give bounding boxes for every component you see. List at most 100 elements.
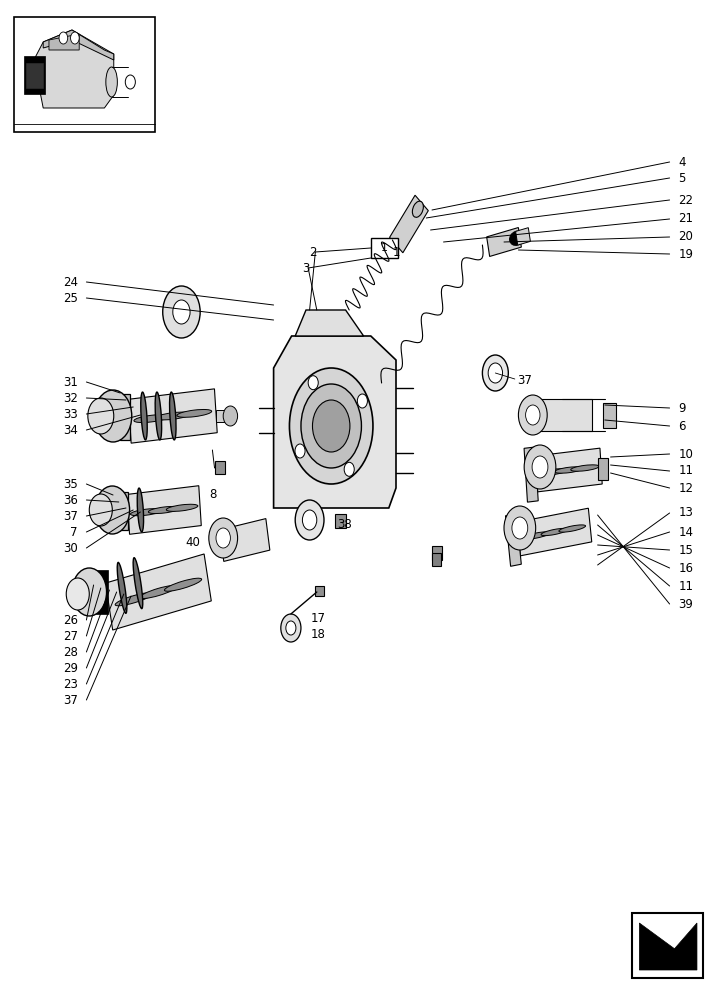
- Circle shape: [295, 500, 324, 540]
- Text: 37: 37: [63, 694, 78, 706]
- Text: 7: 7: [71, 526, 78, 538]
- Bar: [603, 403, 616, 428]
- Bar: [335, 514, 346, 528]
- Bar: [632, 913, 703, 978]
- Text: 30: 30: [63, 542, 78, 554]
- Ellipse shape: [115, 593, 153, 606]
- Circle shape: [301, 384, 361, 468]
- Text: 8: 8: [209, 488, 216, 502]
- Polygon shape: [505, 514, 521, 566]
- Circle shape: [289, 368, 373, 484]
- Text: 34: 34: [63, 424, 78, 436]
- Circle shape: [216, 528, 230, 548]
- Text: 37: 37: [63, 510, 78, 522]
- Circle shape: [281, 614, 301, 642]
- Bar: [432, 553, 441, 566]
- Ellipse shape: [140, 392, 148, 440]
- Ellipse shape: [166, 504, 198, 511]
- Text: 19: 19: [678, 247, 693, 260]
- Circle shape: [488, 363, 503, 383]
- Circle shape: [125, 75, 135, 89]
- Bar: [598, 458, 608, 480]
- Polygon shape: [531, 399, 593, 431]
- Polygon shape: [24, 56, 45, 94]
- Polygon shape: [106, 554, 211, 630]
- Text: 35: 35: [63, 478, 78, 490]
- Ellipse shape: [554, 467, 583, 473]
- Polygon shape: [295, 310, 364, 336]
- Text: 38: 38: [337, 518, 351, 530]
- Circle shape: [71, 32, 79, 44]
- Circle shape: [66, 578, 89, 610]
- Ellipse shape: [138, 488, 143, 532]
- Text: 39: 39: [678, 597, 693, 610]
- Polygon shape: [34, 30, 114, 108]
- Ellipse shape: [133, 558, 143, 609]
- Bar: [315, 586, 324, 596]
- Text: 16: 16: [678, 562, 693, 574]
- Circle shape: [532, 456, 548, 478]
- Polygon shape: [487, 228, 521, 256]
- Text: 3: 3: [302, 261, 310, 274]
- Text: 4: 4: [678, 155, 685, 168]
- Circle shape: [518, 395, 547, 435]
- Circle shape: [312, 400, 350, 452]
- Text: 18: 18: [311, 628, 326, 641]
- Text: 22: 22: [678, 194, 693, 207]
- Bar: [432, 546, 442, 560]
- Text: 28: 28: [63, 646, 78, 658]
- Text: 40: 40: [186, 536, 201, 548]
- Ellipse shape: [140, 585, 177, 599]
- Text: 11: 11: [678, 464, 693, 478]
- Circle shape: [223, 406, 238, 426]
- Circle shape: [526, 405, 540, 425]
- Circle shape: [512, 517, 528, 539]
- Ellipse shape: [539, 469, 567, 475]
- Ellipse shape: [106, 67, 117, 97]
- Ellipse shape: [169, 392, 176, 440]
- Circle shape: [163, 286, 200, 338]
- Text: 37: 37: [517, 373, 532, 386]
- Polygon shape: [96, 570, 108, 614]
- Text: 29: 29: [63, 662, 78, 674]
- Ellipse shape: [559, 525, 585, 532]
- Circle shape: [89, 494, 112, 526]
- Circle shape: [286, 621, 296, 635]
- Circle shape: [295, 444, 305, 458]
- Text: 10: 10: [678, 448, 693, 460]
- Polygon shape: [216, 410, 228, 422]
- Ellipse shape: [156, 412, 190, 420]
- Polygon shape: [274, 336, 396, 508]
- Text: 13: 13: [678, 506, 693, 520]
- Text: 21: 21: [678, 213, 693, 226]
- Text: 24: 24: [63, 275, 78, 288]
- Bar: [371, 238, 398, 258]
- Ellipse shape: [117, 562, 127, 613]
- Text: 6: 6: [678, 420, 685, 432]
- Text: 1: 1: [381, 243, 388, 253]
- Circle shape: [88, 398, 114, 434]
- Text: 26: 26: [63, 613, 78, 626]
- Text: 12: 12: [678, 482, 693, 494]
- Circle shape: [209, 518, 238, 558]
- Ellipse shape: [155, 392, 162, 440]
- Ellipse shape: [134, 415, 168, 423]
- Text: 23: 23: [63, 678, 78, 690]
- Bar: [14, 17, 155, 132]
- Text: 32: 32: [63, 391, 78, 404]
- Text: 1: 1: [392, 245, 400, 258]
- Circle shape: [95, 486, 130, 534]
- Circle shape: [59, 32, 68, 44]
- Ellipse shape: [571, 465, 599, 471]
- Polygon shape: [128, 389, 217, 443]
- Polygon shape: [120, 394, 130, 440]
- Text: 2: 2: [310, 245, 317, 258]
- Polygon shape: [49, 34, 79, 50]
- Circle shape: [524, 445, 556, 489]
- Ellipse shape: [510, 231, 523, 245]
- Ellipse shape: [177, 409, 212, 417]
- Circle shape: [94, 390, 132, 442]
- Polygon shape: [390, 195, 428, 253]
- Circle shape: [357, 394, 367, 408]
- Polygon shape: [127, 486, 202, 534]
